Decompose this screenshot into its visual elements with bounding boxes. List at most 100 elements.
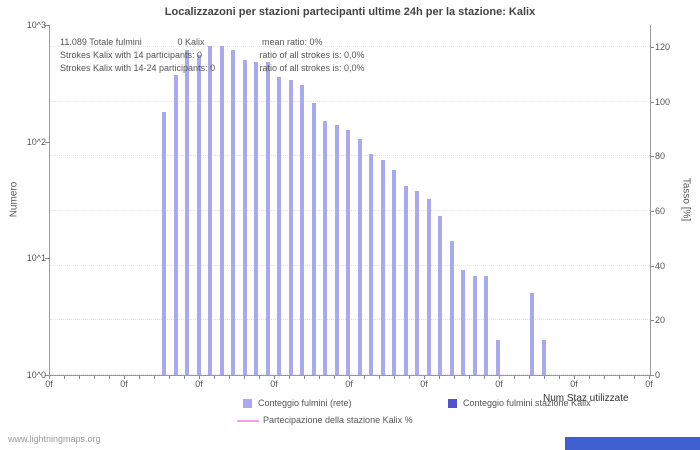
x-axis-minor-tick (274, 376, 275, 379)
x-axis-minor-tick (214, 376, 215, 379)
network-bar (357, 139, 362, 375)
x-axis-minor-tick (64, 376, 65, 379)
right-axis-tick (650, 156, 654, 158)
network-bar (185, 50, 189, 375)
network-bar (369, 154, 373, 375)
x-axis-minor-tick (469, 376, 470, 379)
gridline (50, 46, 650, 47)
x-axis-minor-tick (379, 376, 380, 379)
x-axis-minor-tick (334, 376, 335, 379)
x-axis-minor-tick (109, 376, 110, 379)
x-axis-minor-tick (169, 376, 170, 379)
x-axis-tick-label: 0f (420, 379, 428, 389)
network-bar (403, 185, 408, 375)
network-bar (231, 50, 235, 375)
left-axis-tick-label: 10^1 (26, 253, 46, 264)
left-axis-tick-label: 10^3 (26, 20, 46, 30)
right-axis-tick-label: 120 (655, 42, 671, 52)
stats-line-2: Strokes Kalix with 14 participants: 0 ra… (60, 49, 365, 62)
x-axis-minor-tick (199, 376, 200, 379)
network-bar (277, 77, 281, 375)
x-axis-minor-tick (619, 376, 620, 379)
participants-14-24-label: Strokes Kalix with 14-24 participants: 0 (60, 63, 216, 73)
x-axis-minor-tick (634, 376, 635, 379)
watermark-link: www.lightningmaps.org (8, 434, 101, 444)
x-axis-minor-tick (154, 376, 155, 379)
x-axis-minor-tick (259, 376, 260, 379)
right-axis-tick-label: 60 (655, 206, 666, 216)
network-bar (346, 130, 350, 375)
x-axis-minor-tick (574, 376, 575, 379)
gridline (50, 155, 650, 157)
network-bar (495, 339, 500, 375)
x-axis-minor-tick (499, 376, 500, 379)
x-axis-minor-tick (394, 376, 395, 379)
network-bar (173, 75, 178, 375)
gridline (50, 100, 650, 102)
left-axis-tick (45, 141, 49, 143)
x-axis-minor-tick (484, 376, 485, 379)
x-axis-minor-tick (139, 376, 140, 379)
right-axis-tick-label: 80 (655, 151, 666, 162)
x-axis-minor-tick (229, 376, 230, 379)
x-axis-minor-tick (289, 376, 290, 379)
left-axis-tick-label: 10^0 (26, 370, 46, 380)
x-axis-tick-label: 0f (120, 379, 128, 389)
x-axis-tick-label: 0f (495, 379, 503, 389)
gridline (50, 374, 650, 375)
left-axis-tick-label: 10^2 (26, 136, 46, 147)
total-strokes-label: 11.089 Totale fulmini (60, 37, 142, 47)
x-axis-minor-tick (589, 376, 590, 379)
x-axis-tick-label: 0f (45, 379, 53, 389)
x-axis-minor-tick (244, 376, 245, 379)
right-axis-tick-label: 100 (655, 96, 671, 107)
x-axis-minor-tick (124, 376, 125, 379)
x-axis-minor-tick (559, 376, 560, 379)
legend-line-participation (237, 420, 259, 422)
right-axis-tick (650, 375, 654, 376)
footer-brand-bar (565, 437, 700, 450)
network-bar (162, 111, 166, 375)
network-bar (208, 46, 212, 375)
x-axis-tick-label: 0f (270, 379, 278, 389)
network-bar (426, 199, 431, 375)
network-bar (392, 170, 396, 375)
gridline (50, 210, 650, 211)
x-axis-minor-tick (94, 376, 95, 379)
legend-swatch-station (448, 399, 457, 408)
x-axis-minor-tick (304, 376, 305, 379)
network-bar (484, 276, 488, 375)
left-axis-title: Numero (8, 181, 20, 218)
network-bar (323, 121, 327, 375)
right-axis-tick-label: 40 (655, 260, 666, 271)
legend-label-network: Conteggio fulmini (rete) (258, 398, 352, 408)
participants-14-label: Strokes Kalix with 14 participants: 0 (60, 50, 203, 60)
x-axis-minor-tick (79, 376, 80, 379)
legend-swatch-network (243, 399, 252, 408)
x-axis-minor-tick (319, 376, 320, 379)
right-axis-tick (650, 211, 654, 212)
network-bar (300, 85, 304, 375)
x-axis-minor-tick (529, 376, 530, 379)
network-bar (311, 102, 316, 375)
network-bar (334, 124, 339, 375)
x-axis-minor-tick (409, 376, 410, 379)
ratio-14-label: ratio of all strokes is: 0,0% (259, 50, 365, 60)
network-bar (380, 159, 385, 375)
right-axis-tick-label: 0 (655, 370, 661, 380)
x-axis-minor-tick (364, 376, 365, 379)
x-axis-minor-tick (454, 376, 455, 379)
right-axis-title: Tasso [%] (680, 177, 692, 222)
network-bar (254, 62, 258, 375)
right-axis-tick-label: 20 (655, 315, 666, 326)
plot-area (49, 25, 651, 376)
mean-ratio-label: mean ratio: 0% (262, 37, 323, 47)
network-bar (449, 241, 454, 375)
network-bar (530, 293, 534, 375)
network-bar (415, 190, 419, 375)
ratio-14-24-label: ratio of all strokes is: 0,0% (259, 63, 365, 73)
network-bar (472, 276, 477, 375)
network-bar (196, 55, 201, 375)
stats-line-3: Strokes Kalix with 14-24 participants: 0… (60, 62, 365, 75)
